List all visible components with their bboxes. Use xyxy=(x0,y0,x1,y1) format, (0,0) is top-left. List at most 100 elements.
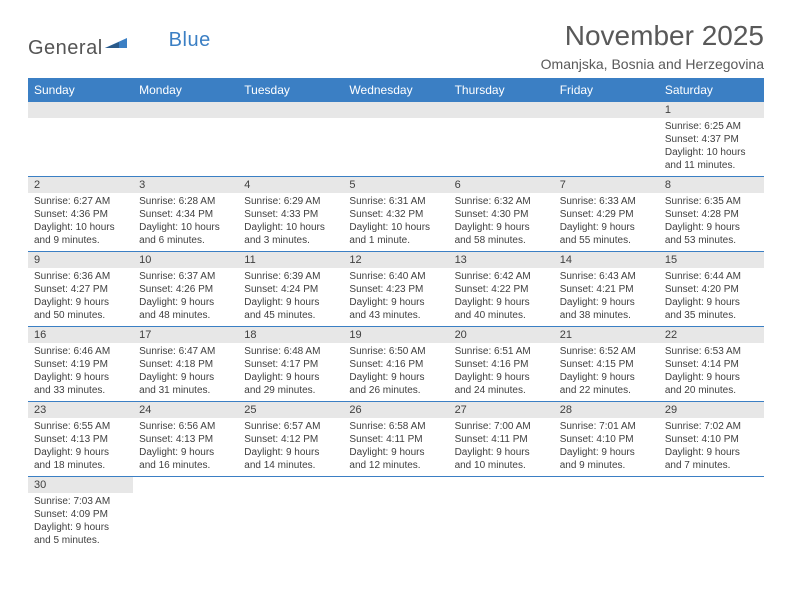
sunrise-text: Sunrise: 6:27 AM xyxy=(34,195,127,208)
calendar-week-row: 9Sunrise: 6:36 AMSunset: 4:27 PMDaylight… xyxy=(28,252,764,327)
calendar-empty-cell xyxy=(133,477,238,552)
sunset-text: Sunset: 4:11 PM xyxy=(455,433,548,446)
sunset-text: Sunset: 4:12 PM xyxy=(244,433,337,446)
daylight-text: Daylight: 9 hours and 9 minutes. xyxy=(560,446,653,472)
sunrise-text: Sunrise: 6:31 AM xyxy=(349,195,442,208)
calendar-day-cell: 10Sunrise: 6:37 AMSunset: 4:26 PMDayligh… xyxy=(133,252,238,327)
daylight-text: Daylight: 9 hours and 40 minutes. xyxy=(455,296,548,322)
calendar-empty-cell xyxy=(238,102,343,177)
calendar-day-cell: 8Sunrise: 6:35 AMSunset: 4:28 PMDaylight… xyxy=(659,177,764,252)
calendar-day-cell: 26Sunrise: 6:58 AMSunset: 4:11 PMDayligh… xyxy=(343,402,448,477)
sunrise-text: Sunrise: 7:00 AM xyxy=(455,420,548,433)
calendar-day-cell: 1Sunrise: 6:25 AMSunset: 4:37 PMDaylight… xyxy=(659,102,764,177)
daynum-bar-empty xyxy=(238,102,343,118)
sunset-text: Sunset: 4:27 PM xyxy=(34,283,127,296)
day-number: 29 xyxy=(659,402,764,418)
day-body: Sunrise: 6:42 AMSunset: 4:22 PMDaylight:… xyxy=(449,268,554,326)
location: Omanjska, Bosnia and Herzegovina xyxy=(541,56,764,72)
sunset-text: Sunset: 4:09 PM xyxy=(34,508,127,521)
daylight-text: Daylight: 9 hours and 33 minutes. xyxy=(34,371,127,397)
weekday-header: Saturday xyxy=(659,78,764,102)
weekday-header: Friday xyxy=(554,78,659,102)
sunrise-text: Sunrise: 6:46 AM xyxy=(34,345,127,358)
sunrise-text: Sunrise: 6:47 AM xyxy=(139,345,232,358)
daynum-bar-empty xyxy=(28,102,133,118)
daynum-bar-empty xyxy=(449,102,554,118)
daylight-text: Daylight: 9 hours and 20 minutes. xyxy=(665,371,758,397)
sunrise-text: Sunrise: 6:28 AM xyxy=(139,195,232,208)
daynum-bar-empty xyxy=(343,102,448,118)
daylight-text: Daylight: 9 hours and 24 minutes. xyxy=(455,371,548,397)
day-number: 4 xyxy=(238,177,343,193)
daylight-text: Daylight: 9 hours and 29 minutes. xyxy=(244,371,337,397)
sunrise-text: Sunrise: 7:01 AM xyxy=(560,420,653,433)
calendar-day-cell: 13Sunrise: 6:42 AMSunset: 4:22 PMDayligh… xyxy=(449,252,554,327)
day-number: 19 xyxy=(343,327,448,343)
calendar-day-cell: 23Sunrise: 6:55 AMSunset: 4:13 PMDayligh… xyxy=(28,402,133,477)
title-block: November 2025 Omanjska, Bosnia and Herze… xyxy=(541,20,764,72)
calendar-week-row: 16Sunrise: 6:46 AMSunset: 4:19 PMDayligh… xyxy=(28,327,764,402)
daylight-text: Daylight: 9 hours and 22 minutes. xyxy=(560,371,653,397)
daynum-bar-empty xyxy=(133,102,238,118)
day-body: Sunrise: 6:55 AMSunset: 4:13 PMDaylight:… xyxy=(28,418,133,476)
sunset-text: Sunset: 4:17 PM xyxy=(244,358,337,371)
day-body: Sunrise: 6:51 AMSunset: 4:16 PMDaylight:… xyxy=(449,343,554,401)
day-body: Sunrise: 7:03 AMSunset: 4:09 PMDaylight:… xyxy=(28,493,133,551)
sunset-text: Sunset: 4:20 PM xyxy=(665,283,758,296)
day-body: Sunrise: 6:56 AMSunset: 4:13 PMDaylight:… xyxy=(133,418,238,476)
calendar-day-cell: 5Sunrise: 6:31 AMSunset: 4:32 PMDaylight… xyxy=(343,177,448,252)
calendar-week-row: 30Sunrise: 7:03 AMSunset: 4:09 PMDayligh… xyxy=(28,477,764,552)
calendar-empty-cell xyxy=(554,477,659,552)
sunrise-text: Sunrise: 6:35 AM xyxy=(665,195,758,208)
day-body: Sunrise: 6:47 AMSunset: 4:18 PMDaylight:… xyxy=(133,343,238,401)
day-body: Sunrise: 6:48 AMSunset: 4:17 PMDaylight:… xyxy=(238,343,343,401)
day-body: Sunrise: 6:58 AMSunset: 4:11 PMDaylight:… xyxy=(343,418,448,476)
day-body: Sunrise: 6:53 AMSunset: 4:14 PMDaylight:… xyxy=(659,343,764,401)
daylight-text: Daylight: 9 hours and 35 minutes. xyxy=(665,296,758,322)
calendar-day-cell: 4Sunrise: 6:29 AMSunset: 4:33 PMDaylight… xyxy=(238,177,343,252)
daylight-text: Daylight: 9 hours and 16 minutes. xyxy=(139,446,232,472)
calendar-day-cell: 19Sunrise: 6:50 AMSunset: 4:16 PMDayligh… xyxy=(343,327,448,402)
sunset-text: Sunset: 4:10 PM xyxy=(560,433,653,446)
sunset-text: Sunset: 4:16 PM xyxy=(455,358,548,371)
sunset-text: Sunset: 4:33 PM xyxy=(244,208,337,221)
day-number: 14 xyxy=(554,252,659,268)
sunrise-text: Sunrise: 6:25 AM xyxy=(665,120,758,133)
daylight-text: Daylight: 9 hours and 10 minutes. xyxy=(455,446,548,472)
calendar-day-cell: 17Sunrise: 6:47 AMSunset: 4:18 PMDayligh… xyxy=(133,327,238,402)
daylight-text: Daylight: 10 hours and 3 minutes. xyxy=(244,221,337,247)
day-number: 11 xyxy=(238,252,343,268)
month-title: November 2025 xyxy=(541,20,764,52)
daylight-text: Daylight: 9 hours and 55 minutes. xyxy=(560,221,653,247)
calendar-empty-cell xyxy=(343,477,448,552)
day-body: Sunrise: 6:31 AMSunset: 4:32 PMDaylight:… xyxy=(343,193,448,251)
daynum-bar-empty xyxy=(554,102,659,118)
day-body: Sunrise: 6:29 AMSunset: 4:33 PMDaylight:… xyxy=(238,193,343,251)
daylight-text: Daylight: 10 hours and 11 minutes. xyxy=(665,146,758,172)
sunrise-text: Sunrise: 6:50 AM xyxy=(349,345,442,358)
day-body: Sunrise: 7:00 AMSunset: 4:11 PMDaylight:… xyxy=(449,418,554,476)
logo-flag-icon xyxy=(105,34,127,53)
day-body: Sunrise: 6:52 AMSunset: 4:15 PMDaylight:… xyxy=(554,343,659,401)
day-number: 5 xyxy=(343,177,448,193)
sunrise-text: Sunrise: 6:37 AM xyxy=(139,270,232,283)
logo-text-blue: Blue xyxy=(169,29,211,52)
sunset-text: Sunset: 4:23 PM xyxy=(349,283,442,296)
sunrise-text: Sunrise: 6:48 AM xyxy=(244,345,337,358)
day-number: 30 xyxy=(28,477,133,493)
day-number: 20 xyxy=(449,327,554,343)
day-number: 24 xyxy=(133,402,238,418)
weekday-header: Wednesday xyxy=(343,78,448,102)
daylight-text: Daylight: 9 hours and 53 minutes. xyxy=(665,221,758,247)
day-number: 22 xyxy=(659,327,764,343)
calendar-body: 1Sunrise: 6:25 AMSunset: 4:37 PMDaylight… xyxy=(28,102,764,551)
day-body: Sunrise: 6:33 AMSunset: 4:29 PMDaylight:… xyxy=(554,193,659,251)
day-body: Sunrise: 6:43 AMSunset: 4:21 PMDaylight:… xyxy=(554,268,659,326)
daylight-text: Daylight: 9 hours and 43 minutes. xyxy=(349,296,442,322)
calendar-day-cell: 15Sunrise: 6:44 AMSunset: 4:20 PMDayligh… xyxy=(659,252,764,327)
sunset-text: Sunset: 4:36 PM xyxy=(34,208,127,221)
daylight-text: Daylight: 10 hours and 1 minute. xyxy=(349,221,442,247)
day-number: 7 xyxy=(554,177,659,193)
sunset-text: Sunset: 4:14 PM xyxy=(665,358,758,371)
daylight-text: Daylight: 9 hours and 12 minutes. xyxy=(349,446,442,472)
